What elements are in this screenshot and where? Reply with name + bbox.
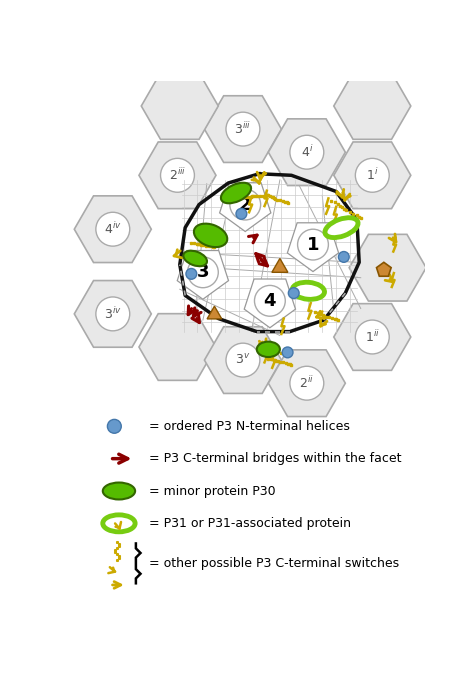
Circle shape [290,366,324,400]
Polygon shape [204,96,282,163]
Text: 4: 4 [264,292,276,310]
Text: = other possible P3 C-terminal switches: = other possible P3 C-terminal switches [149,557,399,570]
Circle shape [186,268,197,279]
Text: 3$^{v}$: 3$^{v}$ [235,353,251,367]
Ellipse shape [103,483,135,500]
Text: 3: 3 [197,263,209,281]
Text: = P31 or P31-associated protein: = P31 or P31-associated protein [149,517,351,530]
Polygon shape [74,196,151,262]
Text: 1: 1 [307,235,319,254]
Polygon shape [139,142,216,209]
Ellipse shape [257,342,280,357]
Circle shape [230,189,261,220]
Circle shape [236,208,247,219]
Circle shape [255,285,285,316]
Polygon shape [244,279,295,327]
Circle shape [108,420,121,433]
Polygon shape [287,223,338,272]
Circle shape [298,229,328,260]
Text: 3$^{iii}$: 3$^{iii}$ [234,121,252,137]
Ellipse shape [183,251,207,266]
Text: 1$^{ii}$: 1$^{ii}$ [365,329,380,345]
Polygon shape [334,304,411,370]
Circle shape [290,135,324,169]
Text: 2$^{iii}$: 2$^{iii}$ [169,167,186,183]
Polygon shape [207,306,222,319]
Polygon shape [349,235,426,301]
Circle shape [356,159,389,193]
Text: 1$^{i}$: 1$^{i}$ [366,167,379,183]
Text: = ordered P3 N-terminal helices: = ordered P3 N-terminal helices [149,420,350,433]
Polygon shape [334,142,411,209]
Circle shape [226,343,260,377]
Polygon shape [139,314,216,380]
Text: 3$^{iv}$: 3$^{iv}$ [104,306,122,322]
Text: = minor protein P30: = minor protein P30 [149,485,275,498]
Circle shape [96,212,130,246]
Polygon shape [204,327,282,393]
Polygon shape [177,250,228,299]
Circle shape [288,287,299,298]
Ellipse shape [103,515,135,532]
Polygon shape [334,73,411,140]
Polygon shape [376,262,391,276]
Circle shape [338,252,349,262]
Circle shape [226,112,260,146]
Polygon shape [268,350,346,416]
Circle shape [282,347,293,358]
Ellipse shape [325,218,358,237]
Circle shape [356,320,389,354]
Text: 2: 2 [239,195,252,214]
Polygon shape [272,258,288,273]
Text: 4$^{i}$: 4$^{i}$ [301,144,313,160]
Circle shape [188,257,219,287]
Text: 4$^{iv}$: 4$^{iv}$ [104,221,122,237]
Ellipse shape [292,282,325,300]
Circle shape [96,297,130,331]
Text: 2$^{ii}$: 2$^{ii}$ [300,375,314,391]
Ellipse shape [221,183,251,203]
Ellipse shape [194,224,227,247]
Circle shape [161,159,194,193]
Polygon shape [268,119,346,186]
Polygon shape [74,281,151,347]
Text: = P3 C-terminal bridges within the facet: = P3 C-terminal bridges within the facet [149,452,401,465]
Polygon shape [219,183,271,231]
Polygon shape [141,73,219,140]
